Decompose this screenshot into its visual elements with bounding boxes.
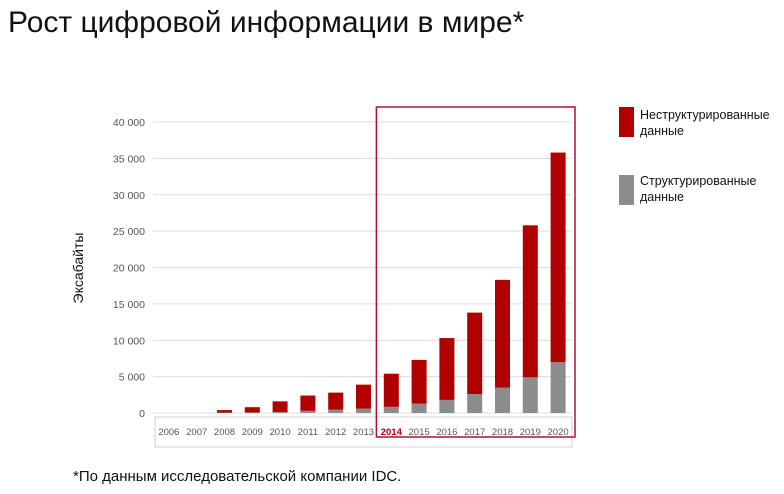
bar-structured [411,403,427,413]
page-title: Рост цифровой информации в мире* [8,6,525,39]
y-tick-label: 10 000 [113,335,145,347]
bar-structured [383,406,399,413]
y-tick-label: 15 000 [113,299,145,311]
x-tick-label: 2010 [270,427,291,438]
legend-label-line: Неструктурированные [640,108,770,122]
bar-structured [328,409,344,413]
bar-unstructured [217,410,232,413]
bar-unstructured [495,279,510,388]
x-axis-frame [154,416,573,448]
y-axis-label: Эксабайты [70,233,86,304]
bar-unstructured [300,395,316,411]
bar-unstructured [522,225,538,378]
bar-unstructured [383,373,399,407]
bar-structured [467,394,483,413]
x-tick-label: 2007 [186,427,207,438]
bar-unstructured [467,312,483,395]
x-tick-label: 2009 [242,427,263,438]
x-tick-label: 2011 [298,427,318,438]
y-tick-label: 40 000 [113,117,145,129]
x-tick-label: 2020 [548,427,569,438]
bar-structured [356,408,371,413]
x-tick-label: 2017 [464,427,485,438]
x-tick-label: 2019 [520,427,541,438]
bar-unstructured [550,152,566,363]
y-tick-label: 20 000 [113,263,145,275]
legend-label-unstructured: Неструктурированные данные [640,107,784,139]
bar-unstructured [272,401,288,412]
bar-unstructured [328,392,344,410]
highlight-frame [375,106,576,438]
x-tick-label: 2012 [325,427,346,438]
x-tick-label: 2014 [381,427,403,438]
x-tick-label: 2016 [436,427,457,438]
legend-label-line: Структурированные [640,174,757,188]
y-tick-label: 5 000 [119,372,145,384]
x-tick-label: 2008 [214,427,235,438]
legend-swatch-structured [619,175,634,205]
x-tick-label: 2013 [353,427,374,438]
bar-structured [550,362,566,413]
x-tick-label: 2006 [158,427,179,438]
bar-unstructured [411,359,427,404]
x-tick-label: 2018 [492,427,513,438]
bar-unstructured [356,384,371,409]
legend-label-line: данные [640,124,684,138]
bar-structured [244,412,260,413]
y-tick-label: 25 000 [113,226,145,238]
legend-label-structured: Структурированные данные [640,173,784,205]
bar-structured [272,411,288,413]
x-tick-label: 2015 [409,427,430,438]
legend-swatch-unstructured [619,107,634,137]
footnote: *По данным исследовательской компании ID… [73,468,402,485]
y-tick-label: 30 000 [113,190,145,202]
bar-unstructured [244,407,260,413]
y-tick-label: 0 [139,408,145,420]
bar-unstructured [439,338,455,400]
bar-structured [439,399,455,413]
legend-label-line: данные [640,190,684,204]
bar-structured [300,410,316,413]
bar-structured [522,377,538,413]
y-tick-label: 35 000 [113,153,145,165]
bar-structured [495,387,510,413]
